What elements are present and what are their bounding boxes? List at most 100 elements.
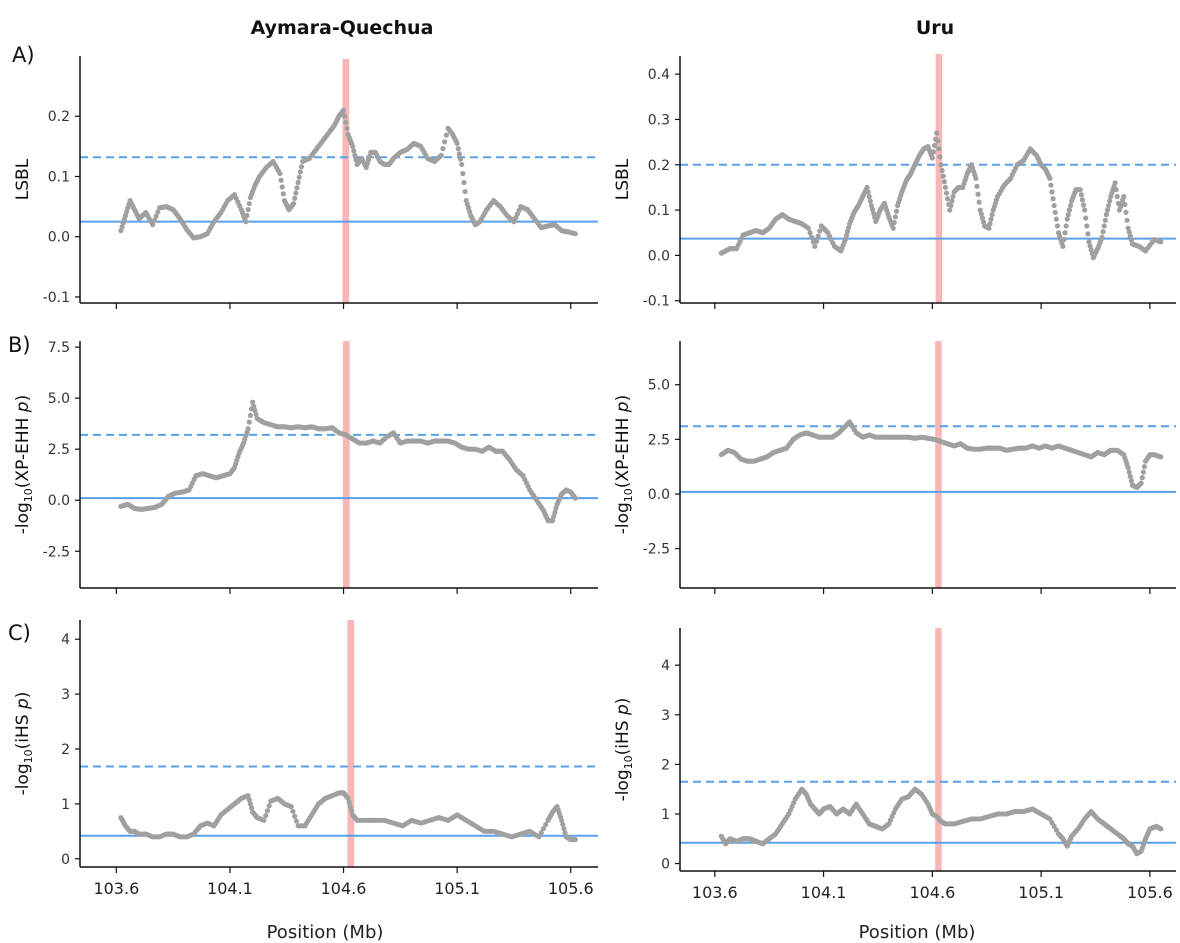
y-axis-title: -log10(iHS p)	[613, 698, 635, 802]
data-point	[290, 200, 297, 207]
data-point	[1126, 229, 1132, 235]
data-point	[1140, 469, 1146, 475]
x-tick-label: 103.6	[692, 883, 738, 902]
y-tick-label: 0.4	[648, 67, 670, 83]
data-point	[348, 808, 355, 814]
data-point	[866, 193, 872, 200]
data-point	[247, 801, 253, 807]
data-point	[867, 198, 873, 204]
data-point	[460, 170, 466, 177]
data-point	[454, 140, 460, 146]
data-point	[264, 808, 271, 814]
highlight-band	[935, 341, 942, 588]
y-tick-label: 4	[61, 632, 70, 648]
y-tick-label: 2	[661, 757, 670, 773]
data-point	[553, 505, 559, 511]
data-point	[295, 179, 301, 186]
data-point	[931, 142, 938, 149]
panels: -0.1 0.0 0.1 0.2 LSBL -0.1 0.0 0.1 0.2 0.3 0.4 LSBL…	[13, 54, 1176, 902]
data-point	[1060, 243, 1066, 249]
data-point	[296, 174, 302, 180]
data-point	[292, 813, 298, 819]
data-point	[442, 139, 448, 145]
y-tick-label: 0.0	[648, 248, 670, 264]
y-tick-label: 5.0	[648, 378, 670, 394]
data-point	[540, 825, 547, 832]
data-point	[973, 175, 979, 181]
highlight-band	[342, 59, 350, 304]
data-point	[1100, 229, 1106, 235]
data-point	[975, 191, 981, 197]
y-tick-label: 4	[661, 658, 670, 674]
data-point	[842, 236, 848, 243]
data-point	[250, 399, 256, 405]
data-point	[845, 225, 852, 231]
data-point	[1121, 193, 1127, 200]
data-point	[986, 225, 992, 231]
data-point	[1086, 239, 1092, 245]
highlight-band	[935, 54, 943, 303]
data-point	[812, 243, 818, 249]
x-tick-label: 104.6	[909, 883, 955, 902]
data-point	[843, 232, 850, 239]
data-point	[1114, 193, 1120, 200]
data-point	[1087, 243, 1093, 249]
data-point	[1048, 182, 1054, 188]
y-tick-label: 0.0	[48, 230, 70, 246]
data-point	[278, 177, 284, 183]
data-point	[1112, 180, 1118, 186]
data-point	[1128, 237, 1135, 243]
data-point	[263, 812, 269, 819]
data-point	[948, 202, 954, 209]
x-tick-label: 104.1	[801, 883, 847, 902]
data-point	[248, 805, 255, 811]
data-point	[1127, 473, 1133, 480]
data-point	[891, 219, 897, 226]
data-point	[1113, 187, 1119, 193]
data-point	[1088, 247, 1094, 253]
x-tick-label: 105.6	[548, 879, 594, 898]
data-point	[340, 107, 347, 113]
data-point	[978, 211, 984, 217]
data-point	[950, 193, 956, 200]
data-point	[1139, 475, 1145, 481]
column-title-aymara-quechua: Aymara-Quechua	[251, 17, 434, 39]
data-point	[538, 830, 544, 836]
data-point	[890, 225, 896, 231]
data-point	[461, 179, 467, 186]
data-point	[246, 797, 252, 803]
data-point	[1079, 197, 1086, 203]
x-axis-title-left: Position (Mb)	[267, 922, 384, 943]
data-point	[944, 196, 951, 202]
y-tick-label: 3	[661, 708, 670, 724]
data-point	[1053, 216, 1059, 222]
data-point	[1082, 207, 1088, 213]
data-point	[293, 190, 299, 196]
x-tick-label: 105.1	[434, 879, 480, 898]
data-point	[1123, 209, 1129, 215]
data-point	[943, 190, 950, 196]
data-point	[1080, 202, 1087, 208]
data-point	[817, 228, 823, 234]
y-tick-label: 5.0	[48, 391, 70, 407]
x-tick-label: 105.1	[1018, 883, 1064, 902]
data-point	[1061, 236, 1067, 243]
data-point	[989, 212, 995, 218]
data-point	[936, 146, 942, 152]
y-axis-title: -log10(XP-EHH p)	[13, 395, 35, 535]
y-tick-label: 2.5	[48, 442, 70, 458]
data-point	[1128, 478, 1135, 484]
data-point	[868, 202, 875, 209]
data-point	[342, 113, 348, 119]
data-point	[1141, 464, 1148, 470]
y-tick-label: 3	[61, 687, 70, 703]
data-point	[559, 817, 565, 823]
data-point	[942, 184, 949, 191]
x-tick-label: 103.6	[93, 879, 139, 898]
y-tick-label: 0.2	[648, 158, 670, 174]
data-point	[294, 185, 300, 191]
data-point	[151, 217, 158, 224]
data-point	[1125, 465, 1131, 471]
data-point	[552, 509, 558, 516]
data-point	[1107, 198, 1113, 204]
